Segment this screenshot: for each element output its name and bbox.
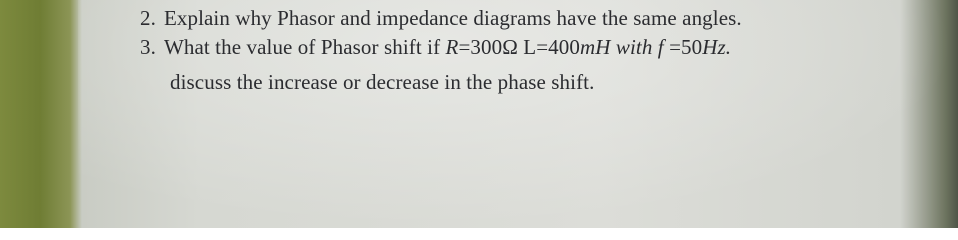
question-text: Explain why Phasor and impedance diagram… [163,6,742,30]
text-segment: L [523,35,537,59]
text-segment: =400 [536,35,580,59]
text-segment: =50 [663,35,703,59]
text-segment: =300Ω [458,35,524,59]
text-segment: Hz. [702,35,732,59]
question-line: 3. What the value of Phasor shift if R=30… [140,35,731,60]
text-segment: mH with f [579,35,664,59]
photo: 2. Explain why Phasor and impedance diagr… [0,0,958,228]
question-number: 2. [140,6,156,30]
question-number: 3. [140,35,156,59]
text-segment: What the value of Phasor shift if [163,35,446,59]
question-line: 2. Explain why Phasor and impedance diagr… [140,6,742,31]
question-text: What the value of Phasor shift if R=300Ω… [164,35,731,59]
question-line: discuss the increase or decrease in the … [170,70,594,95]
question-continuation: discuss the increase or decrease in the … [170,70,595,94]
paper [78,0,958,228]
text-segment: R [445,35,459,59]
